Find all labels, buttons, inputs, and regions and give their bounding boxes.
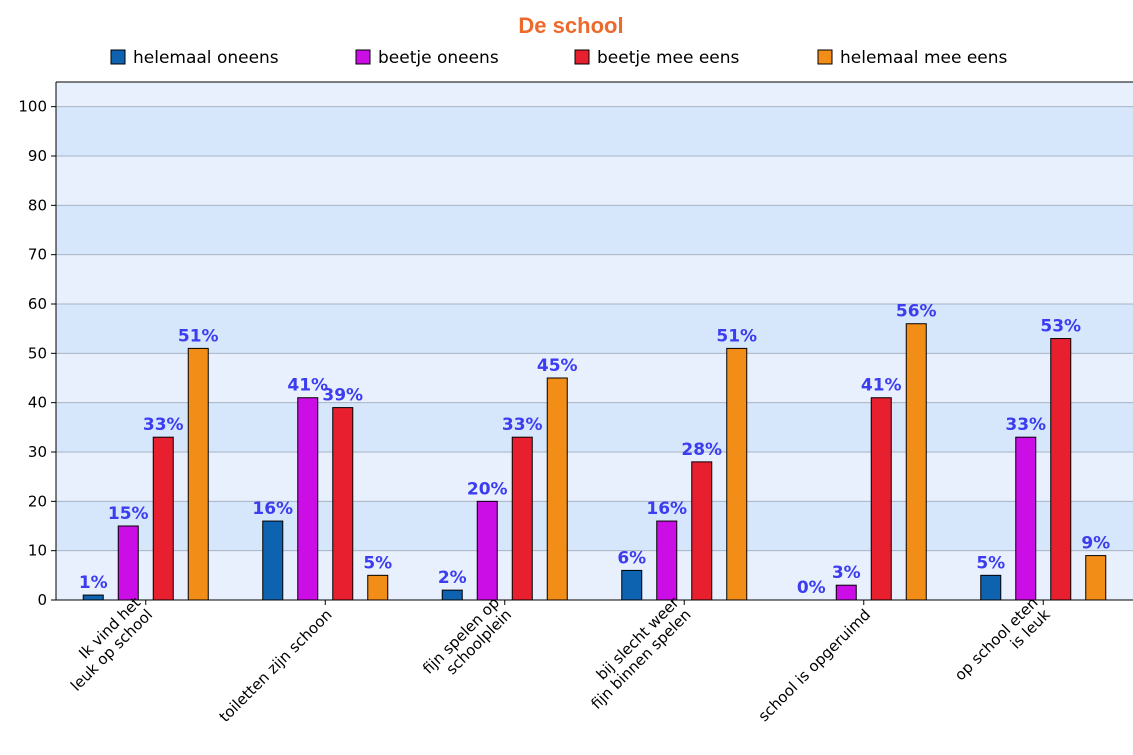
y-tick-label: 30 [28, 443, 47, 461]
bar [82, 594, 104, 601]
value-label: 5% [976, 553, 1005, 573]
legend-item: helemaal mee eens [817, 48, 1008, 68]
bar [691, 461, 713, 601]
value-label: 5% [363, 553, 392, 573]
value-label: 1% [79, 573, 108, 593]
x-tick-label: toiletten zijn schoon [216, 606, 336, 726]
y-tick-label: 0 [37, 591, 47, 609]
bar [835, 584, 857, 601]
value-label: 0% [797, 578, 826, 598]
value-label: 51% [716, 326, 757, 346]
y-tick-label: 50 [28, 344, 47, 362]
bar [262, 520, 284, 601]
value-label: 16% [646, 499, 687, 519]
bar [546, 377, 568, 601]
value-label: 33% [1005, 415, 1046, 435]
bar [332, 407, 354, 601]
legend-swatch [110, 49, 126, 65]
y-tick-label: 40 [28, 394, 47, 412]
bar [870, 397, 892, 601]
y-tick-label: 70 [28, 246, 47, 264]
bar [726, 347, 748, 601]
bar [187, 347, 209, 601]
bar [1050, 338, 1072, 601]
legend-label: helemaal oneens [133, 48, 279, 68]
y-axis: 0 10 20 30 40 50 60 70 80 90 100 [18, 81, 1133, 609]
value-label: 33% [502, 415, 543, 435]
y-tick-label: 80 [28, 196, 47, 214]
x-tick-label-group: school is opgeruimd [755, 606, 875, 726]
value-label: 56% [896, 302, 937, 322]
value-labels: 1%15%33%51%16%41%39%5%2%20%33%45%6%16%28… [79, 302, 1110, 598]
chart-title: De school [518, 13, 623, 38]
bar [1085, 555, 1107, 601]
bar [656, 520, 678, 601]
value-label: 41% [861, 376, 902, 396]
plot-area [56, 82, 1133, 600]
value-label: 51% [178, 326, 219, 346]
value-label: 9% [1081, 534, 1110, 554]
y-tick-label: 20 [28, 492, 47, 510]
bar [511, 436, 533, 601]
x-tick-label-group: toiletten zijn schoon [216, 606, 336, 726]
value-label: 45% [537, 356, 578, 376]
legend-swatch [817, 49, 833, 65]
bar [297, 397, 319, 601]
value-label: 16% [252, 499, 293, 519]
bar [117, 525, 139, 601]
legend-item: helemaal oneens [110, 48, 279, 68]
legend-label: beetje mee eens [597, 48, 740, 68]
y-tick-label: 100 [18, 98, 47, 116]
bar [367, 574, 389, 601]
y-tick-label: 90 [28, 147, 47, 165]
plot-band [56, 106, 1133, 156]
bar [441, 589, 463, 601]
bar [621, 569, 643, 601]
plot-band [56, 205, 1133, 255]
value-label: 6% [617, 548, 646, 568]
plot-band [56, 402, 1133, 452]
value-label: 3% [832, 563, 861, 583]
value-label: 15% [108, 504, 149, 524]
legend: helemaal oneens beetje oneens beetje mee e… [110, 48, 1008, 68]
bar [152, 436, 174, 601]
bar [905, 323, 927, 601]
legend-label: beetje oneens [378, 48, 499, 68]
value-label: 28% [681, 440, 722, 460]
legend-swatch [355, 49, 371, 65]
value-label: 2% [438, 568, 467, 588]
value-label: 20% [467, 479, 508, 499]
value-label: 53% [1040, 317, 1081, 337]
gridlines [56, 106, 1133, 552]
x-tick-label: school is opgeruimd [755, 606, 875, 726]
legend-label: helemaal mee eens [840, 48, 1008, 68]
bar [476, 500, 498, 601]
bar [980, 574, 1002, 601]
value-label: 33% [143, 415, 184, 435]
legend-item: beetje mee eens [574, 48, 740, 68]
legend-item: beetje oneens [355, 48, 499, 68]
value-label: 41% [287, 376, 328, 396]
y-tick-label: 60 [28, 295, 47, 313]
y-tick-label: 10 [28, 542, 47, 560]
plot-band [56, 304, 1133, 354]
legend-swatch [574, 49, 590, 65]
value-label: 39% [322, 386, 363, 406]
plot-band [56, 501, 1133, 551]
bar [1015, 436, 1037, 601]
